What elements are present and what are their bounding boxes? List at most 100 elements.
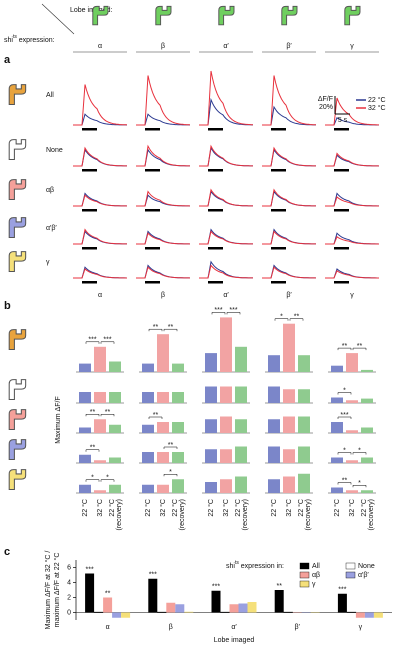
lobe-label: α′ bbox=[223, 43, 229, 50]
significance-label: * bbox=[106, 475, 109, 482]
bar bbox=[109, 457, 121, 463]
x-tick-label: 22 °C bbox=[297, 499, 305, 517]
bar bbox=[220, 449, 232, 463]
x-tick-label: β bbox=[169, 624, 173, 631]
bar bbox=[235, 346, 247, 372]
bar bbox=[109, 484, 121, 493]
significance-bracket bbox=[211, 312, 226, 315]
significance-label: ** bbox=[357, 343, 363, 350]
bar bbox=[166, 602, 176, 613]
trace bbox=[199, 264, 253, 279]
significance-label: ** bbox=[168, 324, 174, 331]
bar bbox=[298, 355, 310, 372]
bar bbox=[346, 460, 358, 463]
stimulus-bar bbox=[271, 209, 286, 212]
significance-label: ** bbox=[276, 583, 282, 590]
lobe-label: α bbox=[98, 292, 102, 299]
significance-bracket bbox=[337, 482, 352, 485]
significance-bracket bbox=[163, 446, 178, 449]
bar bbox=[346, 490, 358, 493]
trace bbox=[73, 113, 128, 126]
bar bbox=[268, 419, 280, 433]
bar bbox=[172, 422, 184, 433]
significance-label: *** bbox=[214, 307, 222, 314]
bar bbox=[283, 323, 295, 372]
trace bbox=[199, 97, 253, 126]
row-label: None bbox=[46, 147, 63, 154]
lobe-icon bbox=[344, 5, 361, 26]
bar bbox=[268, 479, 280, 493]
row-label: All bbox=[46, 92, 54, 99]
x-tick-label: 22 °C bbox=[207, 499, 215, 517]
x-tick-label: 32 °C bbox=[348, 499, 356, 517]
legend-label: None bbox=[358, 563, 375, 570]
bar bbox=[331, 397, 343, 403]
stimulus-bar bbox=[271, 128, 286, 131]
significance-label: ** bbox=[342, 343, 348, 350]
panel-label: a bbox=[4, 54, 11, 66]
x-tick-label: 22 °C bbox=[333, 499, 341, 517]
stimulus-bar bbox=[208, 128, 223, 131]
bar bbox=[157, 422, 169, 433]
bar bbox=[79, 363, 91, 372]
stimulus-bar bbox=[82, 247, 97, 250]
trace bbox=[199, 260, 253, 279]
trace bbox=[262, 266, 317, 279]
significance-bracket bbox=[163, 474, 178, 477]
legend-swatch bbox=[345, 571, 356, 579]
significance-label: *** bbox=[338, 587, 346, 594]
x-tick-label: (recovery) bbox=[242, 499, 249, 531]
bar bbox=[94, 490, 106, 493]
significance-bracket bbox=[163, 328, 178, 332]
bar bbox=[157, 334, 169, 372]
significance-bracket bbox=[85, 341, 100, 344]
lobe-label: γ bbox=[350, 292, 354, 299]
bar bbox=[364, 612, 374, 618]
trace bbox=[325, 97, 379, 126]
significance-label: ** bbox=[168, 442, 174, 449]
bar bbox=[142, 392, 154, 403]
trace bbox=[199, 228, 253, 245]
bar bbox=[355, 612, 365, 618]
trace bbox=[136, 264, 190, 279]
bar bbox=[235, 419, 247, 433]
stimulus-bar bbox=[271, 169, 286, 172]
significance-label: * bbox=[91, 475, 94, 482]
trace bbox=[73, 194, 128, 207]
significance-label: * bbox=[343, 387, 346, 394]
header-divider bbox=[41, 3, 75, 35]
expression-text: shi bbox=[4, 37, 13, 44]
legend-label: αβ bbox=[312, 572, 320, 579]
bar bbox=[361, 427, 373, 433]
legend-swatch bbox=[299, 571, 310, 579]
bar bbox=[205, 353, 217, 372]
x-tick-label: (recovery) bbox=[179, 499, 186, 531]
lobe-label: β′ bbox=[286, 43, 292, 50]
bar bbox=[274, 590, 284, 613]
bar bbox=[103, 597, 113, 613]
bar bbox=[79, 484, 91, 493]
bar bbox=[298, 473, 310, 493]
significance-bracket bbox=[337, 452, 352, 455]
significance-label: *** bbox=[149, 572, 157, 579]
legend-title-part: expression in: bbox=[239, 563, 284, 570]
lobe-icon bbox=[8, 139, 27, 161]
significance-bracket bbox=[274, 318, 289, 321]
stimulus-bar bbox=[82, 169, 97, 172]
trace bbox=[73, 146, 127, 167]
bar bbox=[235, 446, 247, 463]
lobe-label: β bbox=[161, 43, 165, 50]
bar bbox=[373, 612, 383, 618]
bar bbox=[346, 400, 358, 403]
bar bbox=[94, 419, 106, 433]
bar bbox=[283, 476, 295, 493]
trace bbox=[262, 105, 316, 126]
stimulus-bar bbox=[145, 281, 160, 284]
bar bbox=[172, 479, 184, 493]
lobe-icon bbox=[155, 5, 172, 26]
significance-bracket bbox=[85, 414, 100, 417]
significance-label: ** bbox=[153, 324, 159, 331]
significance-bracket bbox=[352, 347, 367, 351]
